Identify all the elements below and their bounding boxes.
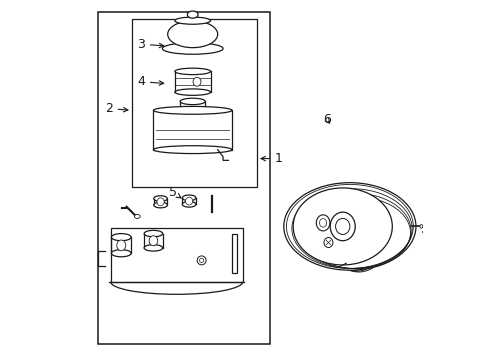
Ellipse shape bbox=[175, 89, 210, 95]
Ellipse shape bbox=[283, 183, 415, 270]
Bar bbox=[110, 228, 242, 282]
Ellipse shape bbox=[180, 98, 205, 105]
Ellipse shape bbox=[193, 77, 201, 86]
Ellipse shape bbox=[199, 258, 203, 262]
Ellipse shape bbox=[319, 219, 326, 227]
Ellipse shape bbox=[167, 21, 217, 48]
Ellipse shape bbox=[175, 17, 210, 24]
Ellipse shape bbox=[149, 236, 157, 246]
Ellipse shape bbox=[157, 198, 164, 206]
Ellipse shape bbox=[197, 256, 205, 265]
Ellipse shape bbox=[111, 249, 131, 257]
Bar bbox=[231, 234, 237, 273]
Ellipse shape bbox=[162, 43, 223, 54]
Ellipse shape bbox=[175, 68, 210, 75]
Ellipse shape bbox=[153, 146, 231, 154]
Text: 6: 6 bbox=[322, 113, 330, 126]
Ellipse shape bbox=[335, 219, 349, 234]
Ellipse shape bbox=[329, 212, 354, 241]
Ellipse shape bbox=[419, 225, 422, 228]
Ellipse shape bbox=[153, 202, 167, 208]
Text: 1: 1 bbox=[261, 152, 282, 165]
Ellipse shape bbox=[144, 245, 163, 251]
Text: 5: 5 bbox=[169, 186, 181, 199]
Ellipse shape bbox=[134, 215, 140, 219]
Ellipse shape bbox=[144, 230, 163, 237]
Text: 3: 3 bbox=[137, 38, 163, 51]
Ellipse shape bbox=[182, 202, 196, 207]
Ellipse shape bbox=[324, 238, 332, 248]
Ellipse shape bbox=[111, 234, 131, 241]
Ellipse shape bbox=[182, 195, 196, 201]
Bar bbox=[98, 12, 269, 344]
Text: 2: 2 bbox=[104, 102, 128, 115]
Ellipse shape bbox=[316, 215, 329, 231]
Ellipse shape bbox=[117, 240, 125, 251]
Ellipse shape bbox=[153, 107, 231, 114]
Ellipse shape bbox=[185, 197, 192, 205]
Ellipse shape bbox=[430, 230, 432, 234]
Text: 4: 4 bbox=[137, 75, 163, 88]
Ellipse shape bbox=[153, 196, 167, 202]
Bar bbox=[153, 111, 231, 150]
Bar bbox=[132, 19, 257, 187]
Ellipse shape bbox=[293, 188, 391, 265]
Ellipse shape bbox=[187, 11, 198, 18]
